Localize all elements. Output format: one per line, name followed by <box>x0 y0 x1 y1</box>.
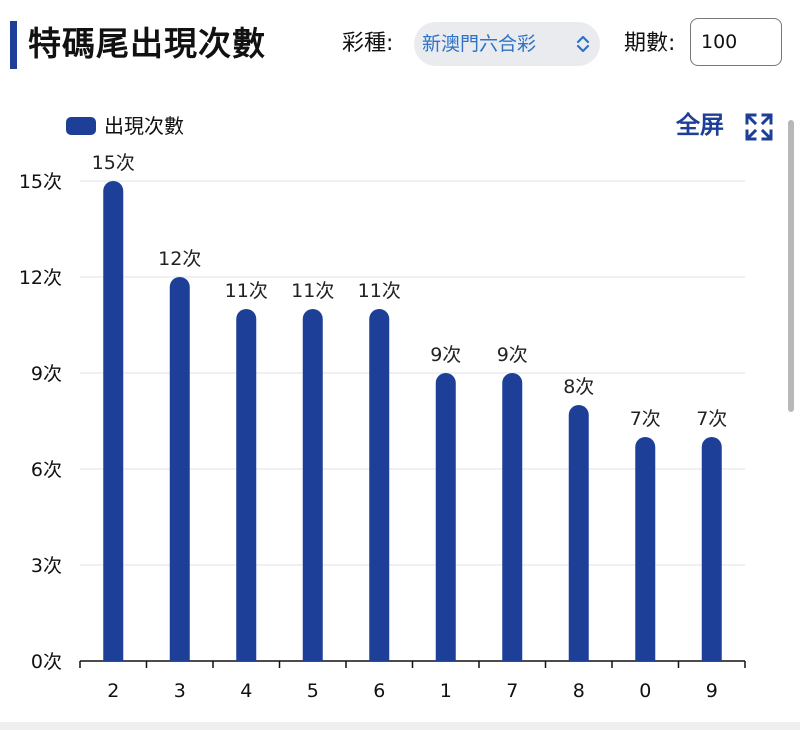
bar-3 <box>169 277 190 661</box>
y-tick-label: 0次 <box>31 651 62 673</box>
data-label: 11次 <box>358 280 401 302</box>
page-title: 特碼尾出現次數 <box>28 24 266 63</box>
y-tick-label: 12次 <box>19 267 62 289</box>
lottery-type-label: 彩種: <box>342 31 394 56</box>
data-label: 15次 <box>92 152 135 174</box>
fullscreen-button[interactable]: 全屏 <box>676 106 776 144</box>
x-tick-label: 9 <box>706 680 718 702</box>
bar-8 <box>568 405 589 661</box>
data-label: 9次 <box>430 344 461 366</box>
y-tick-label: 3次 <box>31 555 62 577</box>
bar-5 <box>302 309 323 661</box>
y-tick-label: 15次 <box>19 171 62 193</box>
x-tick-label: 6 <box>373 680 385 702</box>
issues-count-label: 期數: <box>624 31 676 56</box>
bar-0 <box>635 437 656 661</box>
bar-2 <box>103 181 124 661</box>
x-tick-label: 5 <box>307 680 319 702</box>
header-bar: 特碼尾出現次數 彩種: 新澳門六合彩 期數: <box>0 0 800 90</box>
lottery-type-value: 新澳門六合彩 <box>422 33 537 55</box>
data-label: 12次 <box>158 248 201 270</box>
x-tick-label: 7 <box>506 680 518 702</box>
title-accent-bar <box>10 21 17 69</box>
chevron-updown-icon <box>576 35 590 53</box>
vertical-scrollbar[interactable] <box>788 120 794 412</box>
bar-7 <box>502 373 523 661</box>
lottery-type-select[interactable]: 新澳門六合彩 <box>414 22 600 66</box>
y-tick-label: 9次 <box>31 363 62 385</box>
data-label: 11次 <box>225 280 268 302</box>
bar-9 <box>701 437 722 661</box>
data-label: 8次 <box>563 376 594 398</box>
fullscreen-label: 全屏 <box>676 111 724 139</box>
bar-4 <box>236 309 257 661</box>
expand-icon <box>745 113 773 141</box>
bar-1 <box>435 373 456 661</box>
data-label: 9次 <box>497 344 528 366</box>
x-tick-label: 8 <box>573 680 585 702</box>
x-tick-label: 3 <box>174 680 186 702</box>
legend-label: 出現次數 <box>104 114 184 138</box>
y-tick-label: 6次 <box>31 459 62 481</box>
bottom-divider <box>0 722 800 730</box>
x-tick-label: 2 <box>107 680 119 702</box>
x-tick-label: 4 <box>240 680 252 702</box>
x-tick-label: 1 <box>440 680 452 702</box>
issues-count-input[interactable] <box>690 18 782 66</box>
data-label: 7次 <box>696 408 727 430</box>
legend-swatch <box>66 117 96 135</box>
data-label: 11次 <box>291 280 334 302</box>
data-label: 7次 <box>630 408 661 430</box>
x-tick-label: 0 <box>639 680 651 702</box>
bar-6 <box>369 309 390 661</box>
